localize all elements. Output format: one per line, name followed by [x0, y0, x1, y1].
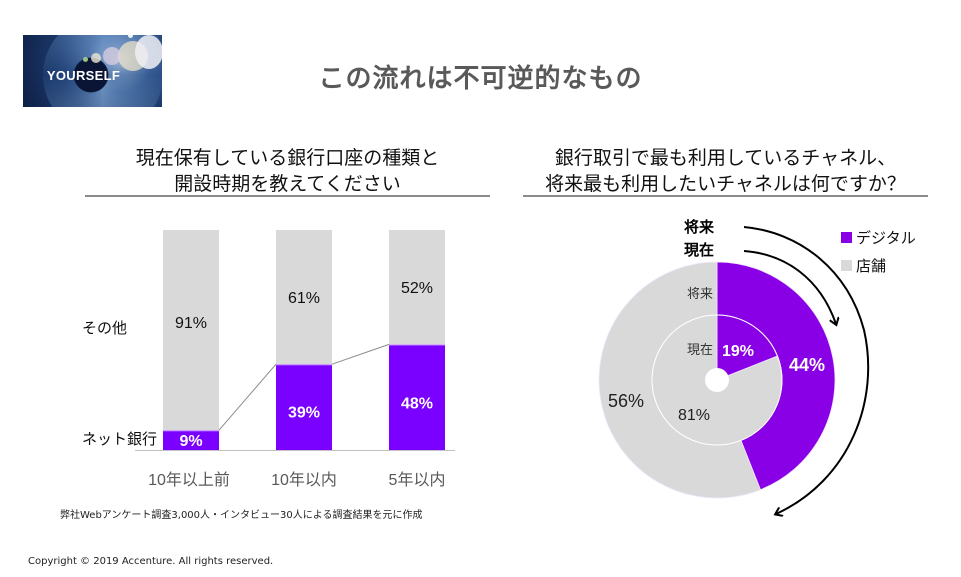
annotation-current: 現在 — [684, 241, 714, 259]
ring-label-current: 現在 — [687, 342, 713, 357]
inner-ring-boundary — [651, 314, 783, 446]
left-chart-title-line1: 現在保有している銀行口座の種類と — [135, 147, 440, 169]
bar-label-netbank-1: 9% — [179, 433, 202, 450]
page-title: この流れは不可逆的なもの — [318, 64, 643, 94]
series-connector-line — [331, 343, 390, 365]
x-tick-label-2: 10年以内 — [271, 471, 337, 489]
series-label-other: その他 — [82, 320, 127, 337]
copyright-text: Copyright © 2019 Accenture. All rights r… — [28, 556, 274, 567]
x-tick-label-3: 5年以内 — [389, 471, 446, 489]
slice-label-inner-digital: 19% — [722, 343, 754, 360]
bar-netbank-2 — [276, 364, 332, 450]
donut-hole — [705, 368, 729, 392]
ring-label-future: 将来 — [687, 286, 713, 301]
slice-label-inner-store: 81% — [678, 407, 710, 424]
annotation-future: 将来 — [684, 218, 715, 236]
logo-bokeh — [83, 57, 88, 62]
future-arrow-icon — [743, 226, 870, 514]
right-chart-title: 銀行取引で最も利用しているチャネル、 将来最も利用したいチャネルは何ですか？ — [523, 145, 928, 197]
logo-bokeh — [103, 47, 121, 65]
legend-label-digital: デジタル — [856, 229, 916, 247]
bar-netbank-3 — [389, 344, 445, 450]
slice-label-outer-digital: 44% — [789, 355, 825, 375]
bar-netbank-1 — [163, 430, 219, 450]
logo-bokeh — [135, 35, 162, 69]
current-arrow-icon — [743, 250, 836, 324]
series-label-netbank: ネット銀行 — [82, 431, 157, 448]
bar-label-other-2: 61% — [288, 290, 320, 307]
series-connector-line — [218, 363, 277, 431]
bar-label-netbank-2: 39% — [288, 404, 320, 421]
left-chart-title: 現在保有している銀行口座の種類と 開設時期を教えてください — [85, 145, 490, 197]
slice-label-outer-store: 56% — [608, 391, 644, 411]
logo-bokeh — [91, 53, 101, 63]
bar-label-other-3: 52% — [401, 280, 433, 297]
logo-bokeh — [128, 35, 133, 38]
bar-other-1 — [163, 230, 219, 431]
x-tick-label-1: 10年以上前 — [148, 471, 230, 489]
logo-text: YOURSELF — [46, 68, 121, 83]
right-chart-title-line2: 将来最も利用したいチャネルは何ですか？ — [545, 173, 906, 195]
bar-other-2 — [276, 230, 332, 365]
right-chart-title-line1: 銀行取引で最も利用しているチャネル、 — [554, 147, 897, 169]
right-title-divider — [523, 195, 928, 197]
bar-label-netbank-3: 48% — [401, 395, 433, 412]
left-title-divider — [85, 195, 490, 197]
legend-swatch-store — [841, 260, 852, 271]
survey-footnote: 弊社Webアンケート調査3,000人・インタビュー30人による調査結果を元に作成 — [60, 510, 423, 521]
legend-label-store: 店舗 — [856, 258, 886, 275]
bar-other-3 — [389, 230, 445, 345]
yourself-logo: YOURSELF — [23, 35, 162, 107]
left-chart-title-line2: 開設時期を教えてください — [174, 173, 401, 195]
bar-label-other-1: 91% — [175, 315, 207, 332]
legend-swatch-digital — [841, 232, 852, 243]
